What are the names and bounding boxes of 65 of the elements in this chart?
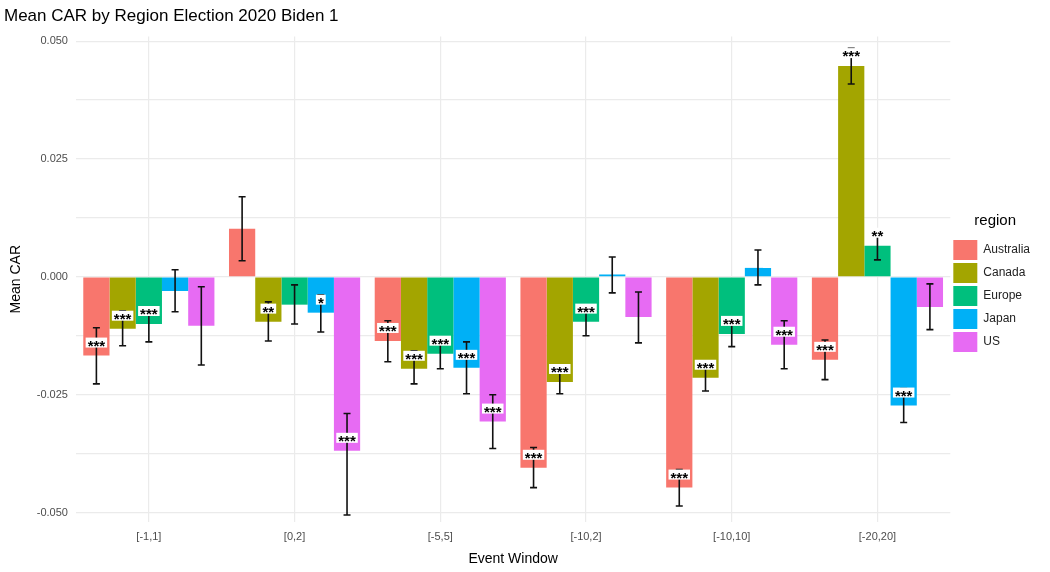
data-label: ***: [722, 315, 741, 333]
x-tick-label: [-10,10]: [713, 529, 751, 542]
bar: [479, 277, 506, 422]
y-axis-title: Mean CAR: [7, 244, 24, 314]
bar: [520, 277, 547, 468]
legend-label: Europe: [983, 288, 1023, 303]
legend-label: Canada: [983, 265, 1026, 280]
bar: [916, 277, 944, 308]
bar: [692, 277, 719, 378]
x-tick-label: [-1,1]: [136, 529, 162, 542]
x-axis-title: Event Window: [468, 550, 559, 567]
x-tick-label: [-20,20]: [858, 529, 897, 542]
data-label: **: [262, 302, 275, 320]
bar: [811, 277, 839, 360]
y-tick-label: -0.050: [36, 505, 68, 518]
chart-title: Mean CAR by Region Election 2020 Biden 1: [4, 5, 339, 25]
bar: [625, 277, 652, 317]
data-label: ***: [405, 349, 423, 367]
data-label: **: [871, 226, 884, 244]
data-label: ***: [894, 386, 913, 404]
bar: [333, 277, 361, 451]
y-tick-label: 0.025: [40, 152, 68, 165]
data-label: ***: [775, 325, 794, 343]
bar: [666, 277, 693, 488]
legend-label: Japan: [983, 311, 1017, 326]
bar: [546, 277, 573, 382]
data-label: ***: [551, 363, 569, 381]
bar: [281, 277, 308, 305]
bar: [838, 66, 865, 277]
legend-title: region: [974, 210, 1017, 228]
data-label: ***: [379, 322, 397, 340]
bar: [161, 277, 189, 291]
data-label: ***: [113, 309, 132, 327]
bar: [427, 277, 454, 354]
bar: [307, 277, 334, 313]
data-label: ***: [670, 468, 689, 486]
bar: [188, 277, 215, 326]
data-label: ***: [696, 358, 715, 376]
bar: [255, 277, 282, 322]
legend-label: Australia: [983, 242, 1031, 257]
data-label: ***: [140, 305, 158, 323]
bar: [83, 277, 110, 356]
data-label: ***: [457, 348, 476, 366]
y-tick-label: 0.000: [40, 269, 68, 282]
x-tick-label: [-10,2]: [570, 529, 602, 542]
data-label: ***: [87, 336, 106, 354]
bar: [864, 245, 891, 277]
bar: [771, 277, 798, 345]
y-tick-label: 0.050: [40, 34, 68, 47]
data-label: ***: [842, 47, 861, 65]
x-tick-label: [-5,5]: [427, 529, 453, 542]
bar: [229, 228, 256, 277]
data-label: *: [317, 293, 324, 311]
data-label: ***: [431, 334, 450, 352]
bar: [400, 277, 428, 369]
y-tick-label: -0.025: [36, 387, 68, 400]
x-tick-label: [0,2]: [283, 529, 306, 542]
legend-label: US: [983, 334, 1000, 349]
data-label: ***: [577, 302, 595, 320]
data-label: ***: [524, 448, 543, 466]
bar: [890, 277, 917, 406]
data-label: ***: [483, 402, 502, 420]
data-label: ***: [816, 340, 834, 358]
data-label: ***: [338, 431, 356, 449]
bar: [453, 277, 480, 368]
